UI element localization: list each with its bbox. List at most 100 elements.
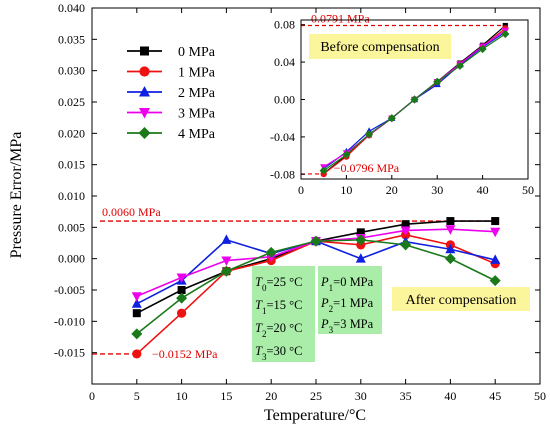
- data-point: [177, 308, 187, 318]
- temperature-entry: T3=30 °C: [255, 344, 302, 362]
- inset-data-point: [455, 61, 464, 70]
- pressure-list: P1=0 MPa P2=1 MPa P3=3 MPa: [320, 275, 374, 335]
- before-compensation-box: [309, 34, 451, 59]
- x-tick-label: 5: [134, 389, 140, 403]
- data-point: [131, 298, 142, 308]
- data-point: [310, 235, 322, 247]
- pressure-entry: P1=0 MPa: [320, 275, 374, 293]
- inset-x-tick-label: 10: [340, 183, 352, 197]
- data-point: [176, 292, 188, 304]
- legend-label: 0 MPa: [178, 45, 216, 60]
- temperature-entry: T2=20 °C: [255, 321, 302, 339]
- inset-x-tick-label: 50: [522, 183, 534, 197]
- x-tick-label: 50: [534, 389, 546, 403]
- inset-y-tick-label: -0.08: [270, 167, 295, 181]
- inset-series-group: [319, 22, 510, 178]
- data-point: [355, 253, 366, 263]
- pressure-entry: P2=1 MPa: [320, 296, 374, 314]
- before-compensation-label: Before compensation: [320, 40, 439, 55]
- x-tick-label: 35: [400, 389, 412, 403]
- main-axes: 0 5 10 15 20 25 30 35 40 45 50 -0.015 -0.010 -0.005 0.…: [54, 1, 546, 403]
- x-tick-label: 45: [489, 389, 501, 403]
- y-tick-label: 0.000: [58, 252, 85, 266]
- inset-data-point: [478, 44, 487, 54]
- data-point: [445, 243, 456, 254]
- y-tick-label: 0.005: [58, 220, 85, 234]
- inset-y-tick-label: -0.04: [270, 130, 295, 144]
- data-point: [490, 227, 501, 238]
- data-point: [355, 234, 367, 246]
- data-point: [491, 217, 500, 226]
- legend-label: 2 MPa: [178, 86, 216, 101]
- data-point: [131, 292, 142, 302]
- inset-data-point: [410, 95, 419, 104]
- temperature-entry: T0=25 °C: [255, 275, 302, 293]
- inset-y-tick-label: 0.00: [274, 93, 295, 107]
- legend-marker: [140, 46, 149, 56]
- y-tick-label: 0.015: [58, 158, 85, 172]
- legend-marker: [139, 86, 150, 97]
- inset-data-point: [501, 29, 510, 39]
- data-point: [176, 273, 187, 283]
- main-plot: 0.0060 MPa −0.0152 MPa 0 5 10 15 20 25 30 35 40 45…: [8, 1, 546, 424]
- data-point: [445, 225, 456, 235]
- data-point: [400, 226, 411, 236]
- data-point: [446, 217, 455, 226]
- x-tick-label: 10: [176, 389, 188, 403]
- x-tick-label: 25: [310, 389, 322, 403]
- y-tick-label: -0.015: [54, 346, 85, 360]
- data-point: [132, 309, 141, 318]
- data-point: [220, 265, 232, 277]
- x-tick-label: 30: [355, 389, 367, 403]
- data-point: [131, 328, 143, 340]
- data-point: [356, 228, 365, 237]
- y-tick-label: -0.005: [54, 283, 85, 297]
- after-compensation-box: [392, 287, 530, 311]
- data-point: [444, 253, 456, 265]
- y-axis-title: Pressure Error/MPa: [8, 132, 25, 259]
- inset-axes: 0 10 20 30 40 50 -0.08 -0.04 0.00 0.04 0.08: [270, 18, 534, 197]
- inset-x-tick-label: 0: [298, 183, 304, 197]
- legend-marker: [139, 108, 150, 119]
- y-tick-label: -0.010: [54, 314, 85, 328]
- legend-marker: [138, 127, 151, 139]
- inset-lower-reference-label: −0.0796 MPa: [334, 161, 400, 175]
- inset-y-tick-label: 0.04: [274, 55, 295, 69]
- y-tick-label: 0.010: [58, 189, 85, 203]
- y-tick-label: 0.040: [58, 1, 85, 15]
- annotations: T0=25 °C T1=15 °C T2=20 °C T3=30 °C P1=0 MP…: [252, 266, 530, 362]
- legend: 0 MPa 1 MPa 2 MPa 3 MPa 4 MPa: [127, 45, 216, 142]
- data-point: [489, 275, 501, 287]
- x-tick-label: 20: [265, 389, 277, 403]
- inset-x-tick-label: 20: [386, 183, 398, 197]
- legend-label: 1 MPa: [178, 66, 216, 81]
- x-tick-label: 0: [89, 389, 95, 403]
- inset-upper-reference-label: 0.0791 MPa: [311, 12, 370, 26]
- legend-label: 3 MPa: [178, 107, 216, 122]
- data-point: [221, 234, 232, 244]
- main-series-group: [131, 217, 501, 359]
- y-tick-label: 0.035: [58, 32, 85, 46]
- y-tick-label: 0.030: [58, 64, 85, 78]
- lower-error-reference-label: −0.0152 MPa: [152, 347, 218, 361]
- inset-data-point: [319, 166, 328, 175]
- inset-x-tick-label: 30: [431, 183, 443, 197]
- temperature-box: [252, 266, 315, 362]
- y-tick-label: 0.020: [58, 126, 85, 140]
- inset-x-tick-label: 40: [477, 183, 489, 197]
- data-point: [177, 286, 186, 294]
- inset-data-point: [342, 150, 351, 159]
- inset-data-point: [387, 114, 396, 123]
- inset-data-point: [433, 77, 442, 86]
- inset-data-point: [365, 130, 374, 139]
- data-point: [490, 254, 501, 264]
- data-point: [400, 239, 412, 251]
- pressure-entry: P3=3 MPa: [320, 317, 374, 335]
- upper-error-reference-label: 0.0060 MPa: [102, 205, 161, 219]
- x-axis-title: Temperature/°C: [264, 407, 366, 424]
- legend-marker: [139, 66, 150, 77]
- data-point: [401, 220, 410, 229]
- main-reference-lines: 0.0060 MPa −0.0152 MPa: [92, 205, 497, 361]
- data-point: [265, 246, 277, 258]
